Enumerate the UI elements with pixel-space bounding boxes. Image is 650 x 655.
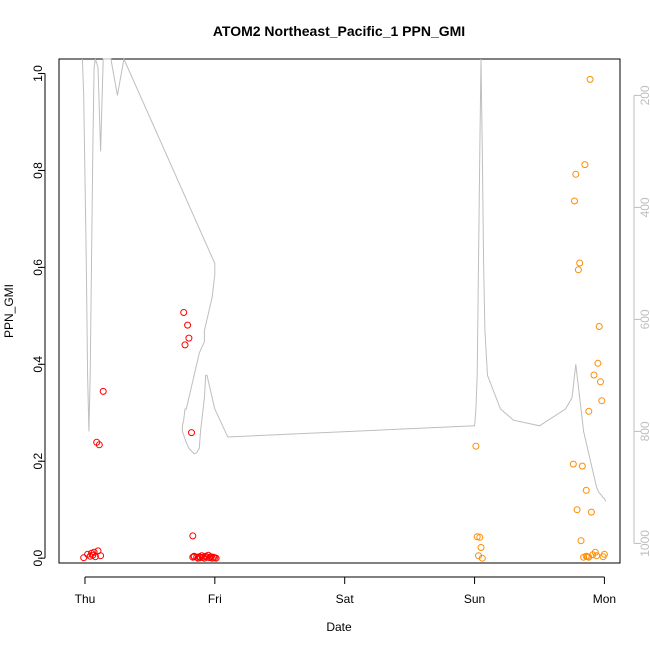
x-tick-label: Sat: [336, 592, 355, 606]
data-point-orange: [582, 552, 590, 560]
y-tick-label: 0.6: [31, 259, 45, 276]
data-point-orange: [597, 378, 604, 386]
x-axis: Thu Fri Sat Sun Mon: [75, 576, 616, 606]
data-point-orange: [598, 397, 606, 405]
data-point-red: [184, 321, 192, 329]
x-axis-label: Date: [326, 620, 352, 634]
data-point-orange: [593, 552, 601, 560]
data-point-orange: [478, 554, 486, 562]
data-point-orange: [600, 550, 608, 558]
data-point-orange: [572, 170, 580, 178]
x-tick-label: Fri: [208, 592, 222, 606]
altitude-trace-line: [81, 57, 607, 502]
data-point-orange: [476, 533, 484, 541]
chart-title: ATOM2 Northeast_Pacific_1 PPN_GMI: [213, 23, 465, 39]
data-point-red: [95, 441, 103, 449]
x-tick-label: Sun: [464, 592, 485, 606]
data-point-orange: [578, 462, 586, 470]
data-point-orange: [477, 544, 485, 551]
data-point-orange: [587, 508, 595, 516]
data-point-red: [91, 553, 99, 561]
data-point-red: [181, 341, 189, 349]
data-point-orange: [581, 161, 589, 169]
y-axis: 0.0 0.2 0.4 0.6 0.8 1.0: [31, 65, 46, 567]
data-point-red: [97, 552, 105, 560]
data-point-orange: [586, 75, 594, 83]
y2-tick-label: 600: [638, 309, 650, 329]
y-tick-label: 0.0: [31, 550, 45, 567]
data-point-orange: [569, 460, 577, 468]
data-point-orange: [594, 359, 602, 367]
data-point-red: [185, 334, 193, 342]
data-point-red: [212, 554, 220, 562]
data-point-orange: [473, 533, 481, 541]
data-point-red: [80, 554, 88, 562]
y-tick-label: 0.4: [31, 356, 45, 373]
y2-tick-label: 400: [638, 197, 650, 217]
data-points-layer: [80, 75, 608, 562]
x-tick-label: Thu: [75, 592, 96, 606]
data-point-orange: [573, 506, 581, 514]
data-point-orange: [585, 407, 593, 415]
y-tick-label: 1.0: [31, 65, 45, 82]
data-point-red: [208, 554, 216, 562]
x-tick-label: Mon: [593, 592, 616, 606]
y2-tick-label: 1000: [638, 530, 650, 557]
data-point-orange: [591, 548, 599, 556]
data-point-red: [180, 309, 188, 316]
y-tick-label: 0.2: [31, 453, 45, 470]
data-point-orange: [472, 442, 480, 450]
y2-tick-label: 200: [638, 85, 650, 105]
altitude-trace-layer: [81, 57, 607, 502]
data-point-red: [90, 548, 98, 556]
data-point-orange: [582, 486, 590, 494]
data-point-orange: [590, 371, 598, 379]
data-point-red: [189, 553, 197, 561]
y-axis-label: PPN_GMI: [2, 284, 16, 338]
data-point-orange: [574, 266, 582, 274]
data-point-orange: [571, 197, 578, 205]
data-point-orange: [577, 537, 585, 545]
y2-tick-label: 800: [638, 421, 650, 441]
data-point-red: [99, 387, 107, 395]
y-tick-label: 0.8: [31, 162, 45, 179]
data-point-orange: [595, 323, 603, 330]
plot-frame: [58, 58, 621, 564]
data-point-red: [189, 532, 197, 540]
data-point-red: [206, 554, 214, 562]
secondary-y-axis: 200 400 600 800 1000: [633, 85, 650, 557]
data-point-orange: [576, 259, 584, 267]
data-point-red: [188, 429, 195, 437]
